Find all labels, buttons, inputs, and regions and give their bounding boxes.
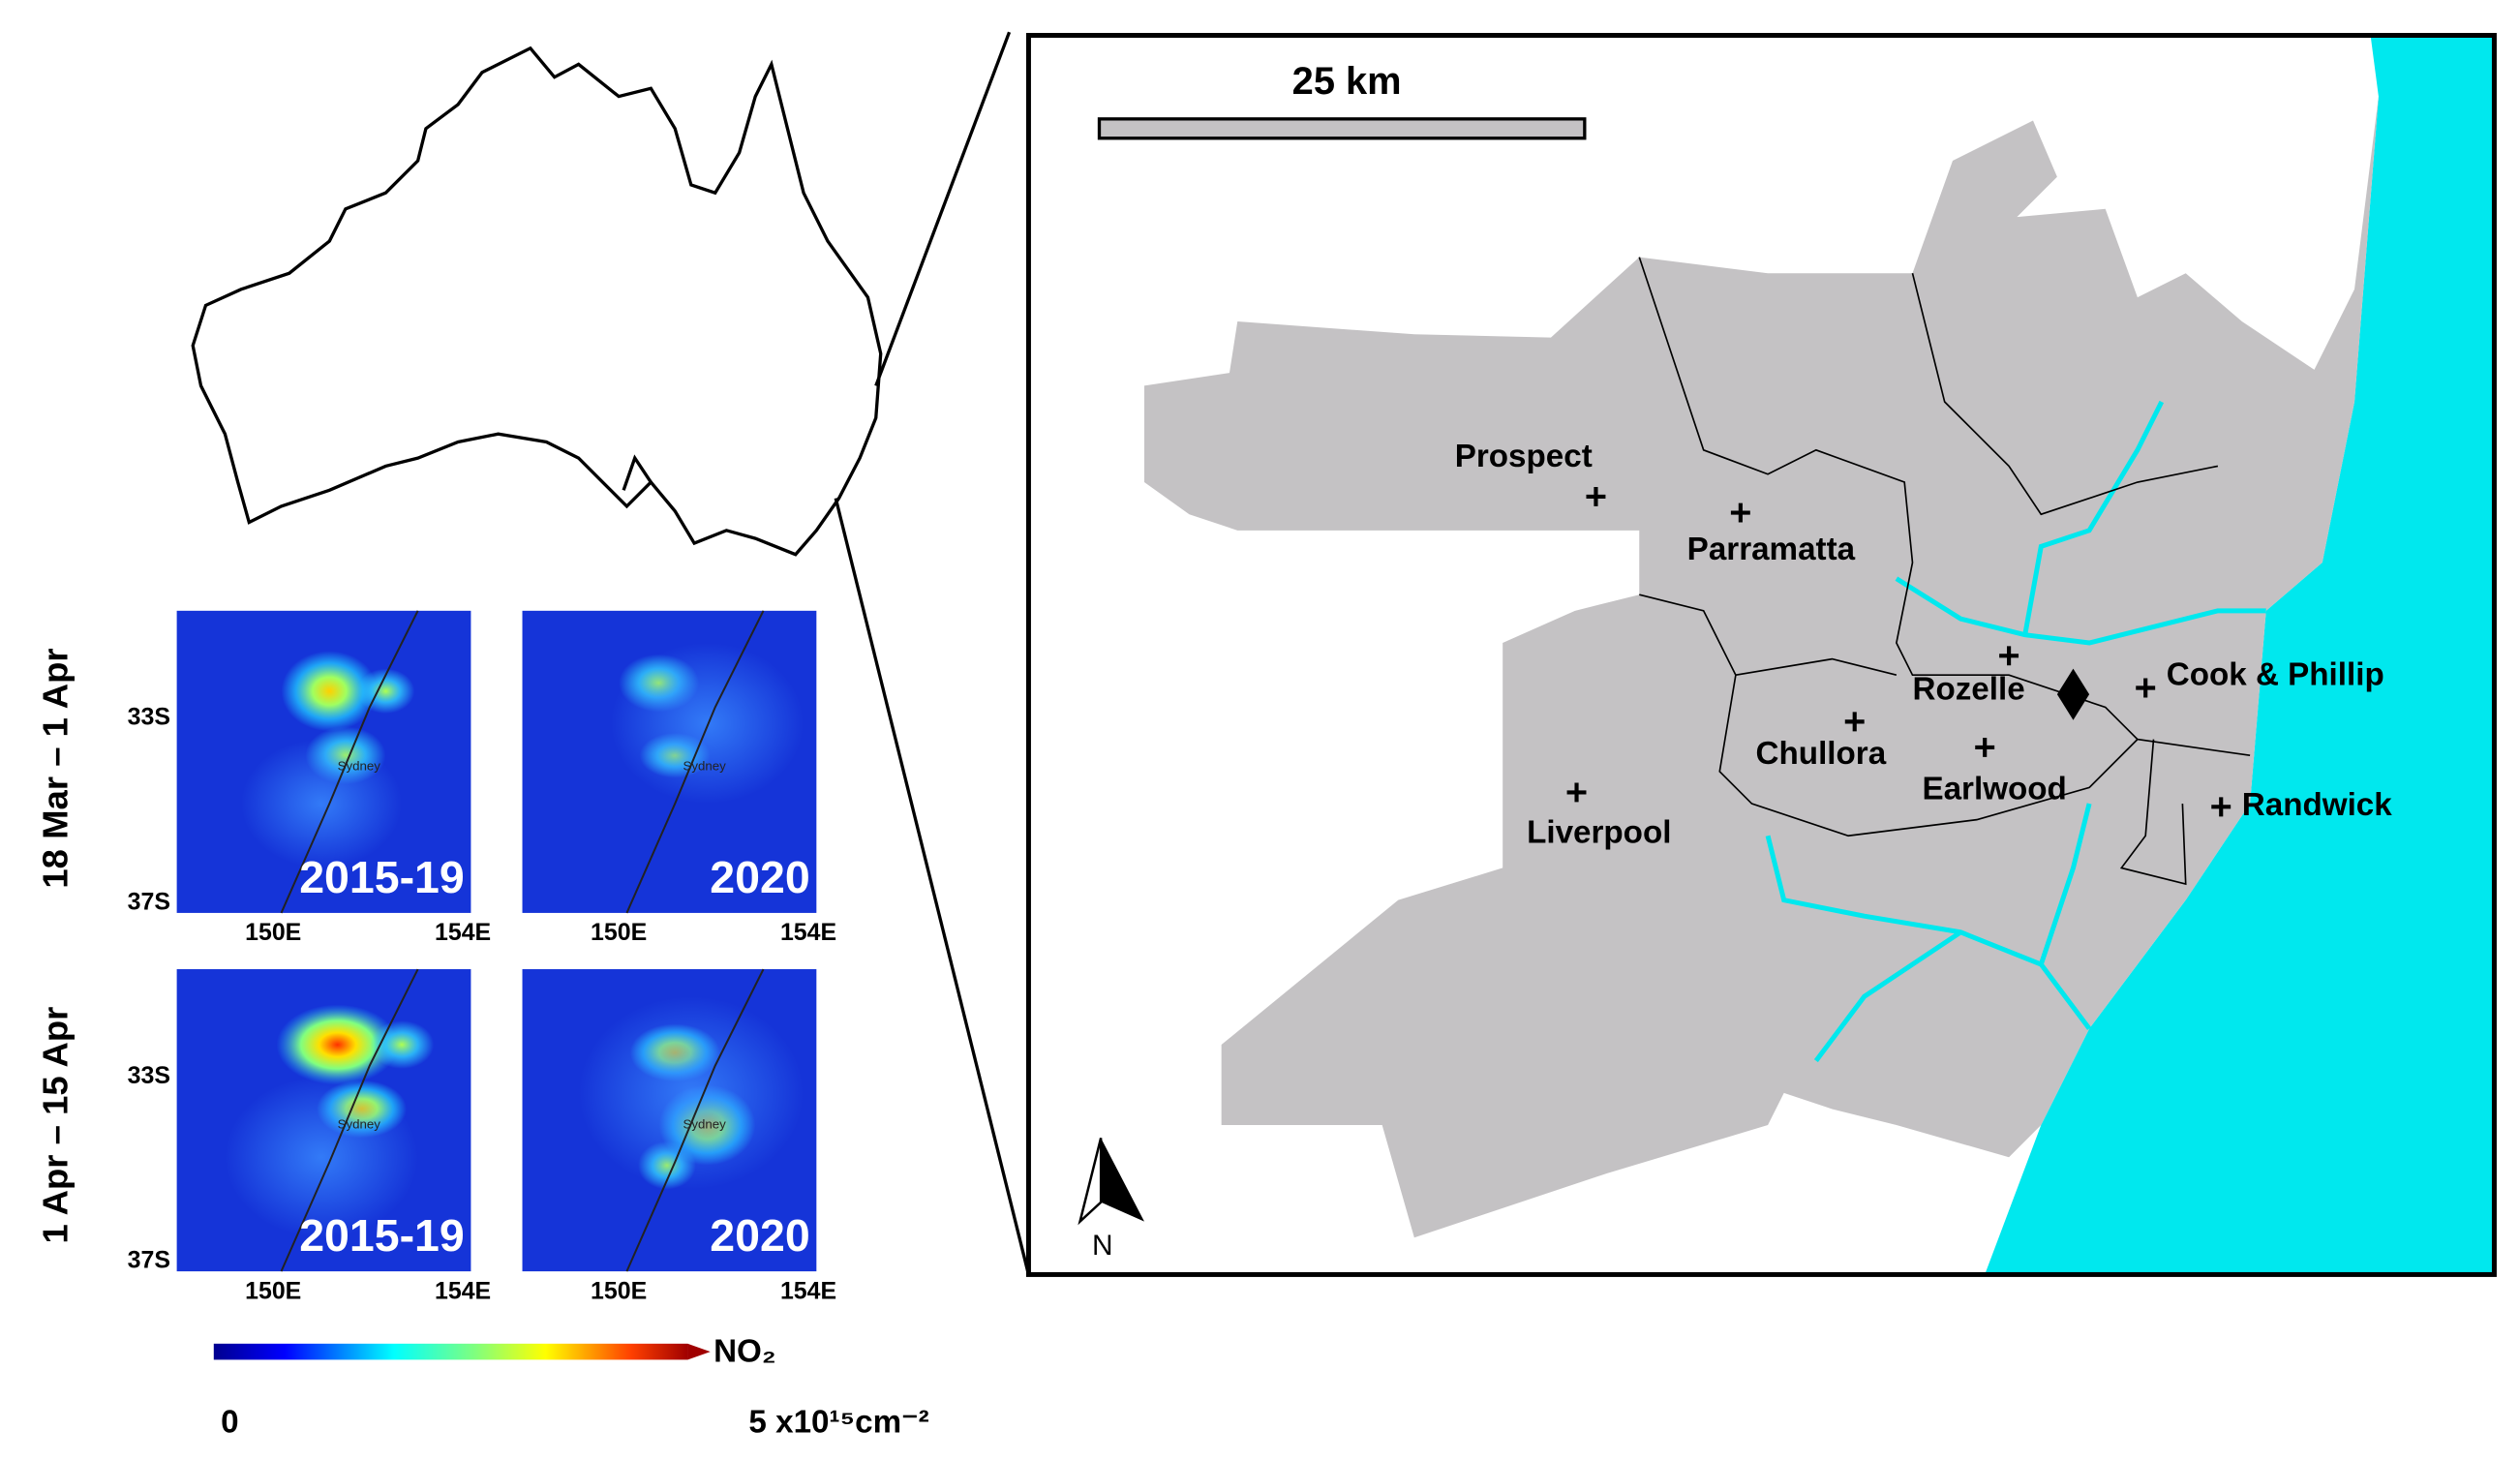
- site-label: Earlwood: [1922, 772, 2066, 807]
- site-label: Prospect: [1455, 439, 1593, 474]
- lat-tick: 33S: [128, 704, 170, 731]
- row-label: 18 Mar – 1 Apr: [35, 648, 75, 888]
- waterways: [1765, 400, 2266, 1063]
- zoom-line: [874, 31, 1012, 387]
- lat-tick: 33S: [128, 1062, 170, 1089]
- site-label: Cook & Phillip: [2167, 657, 2384, 693]
- lon-tick: 154E: [435, 919, 491, 946]
- lon-tick: 150E: [591, 919, 647, 946]
- no2-plume: [610, 643, 805, 805]
- north-arrow: [1101, 1138, 1144, 1222]
- no2-panel: Sydney 2015-19 150E 154E 33S 37S: [128, 968, 491, 1304]
- lon-tick: 154E: [780, 919, 836, 946]
- lon-tick: 150E: [245, 919, 301, 946]
- city-label: Sydney: [683, 758, 727, 773]
- city-label: Sydney: [338, 758, 381, 773]
- no2-panel: Sydney 2020 150E 154E: [522, 968, 836, 1304]
- tasmania-hint: [622, 454, 653, 491]
- no2-panel: Sydney 2020 150E 154E: [522, 610, 836, 946]
- colorbar-arrow: [687, 1343, 711, 1360]
- coastline: [280, 968, 419, 1272]
- coastline: [625, 968, 765, 1272]
- period-label: 2015-19: [299, 852, 465, 902]
- colorbar: [213, 1343, 688, 1360]
- period-label: 2020: [710, 852, 809, 902]
- zoom-line: [834, 498, 1031, 1275]
- lon-tick: 154E: [780, 1277, 836, 1304]
- site-label: Randwick: [2242, 787, 2392, 823]
- no2-panels: Sydney 2015-19 150E 154E 33S 37S Sydney 2020 150…: [128, 610, 836, 1304]
- no2-plume: [276, 1004, 399, 1085]
- australia-outline: [191, 46, 883, 557]
- colorbar-title: NO₂: [713, 1334, 776, 1370]
- site-label: Chullora: [1756, 736, 1887, 772]
- urban-area: [1143, 96, 2379, 1238]
- site-label: Parramatta: [1687, 532, 1856, 567]
- site-cross: [1730, 502, 1750, 523]
- no2-plume: [241, 739, 403, 868]
- site-cross: [2136, 678, 2156, 698]
- site-cross: [1586, 487, 1606, 506]
- scale-bar-label: 25 km: [1292, 60, 1402, 103]
- row-label: 1 Apr – 15 Apr: [35, 1007, 75, 1244]
- city-label: Sydney: [338, 1117, 381, 1132]
- north-label: N: [1092, 1230, 1113, 1262]
- no2-plume: [578, 996, 805, 1190]
- lon-tick: 150E: [591, 1277, 647, 1304]
- map-frame: [1025, 33, 2497, 1277]
- lon-tick: 154E: [435, 1277, 491, 1304]
- district-boundaries: [1638, 257, 2251, 886]
- site-cross: [2211, 797, 2232, 817]
- scale-bar: [1097, 117, 1587, 140]
- site-cross: [1999, 646, 2019, 666]
- coastline: [625, 610, 765, 914]
- site-cross: [1566, 782, 1587, 803]
- site-label: Liverpool: [1527, 814, 1671, 850]
- lon-tick: 150E: [245, 1277, 301, 1304]
- site-cross: [1975, 737, 1995, 757]
- no2-plume: [281, 651, 379, 732]
- period-label: 2020: [710, 1210, 809, 1261]
- coastline: [280, 610, 419, 914]
- lat-tick: 37S: [128, 1247, 170, 1274]
- sites: Prospect Parramatta Rozelle Chullora Earlwoo…: [1455, 439, 2393, 850]
- site-label: Rozelle: [1912, 672, 2024, 708]
- colorbar-max: 5 x10¹⁵cm⁻²: [748, 1405, 928, 1441]
- no2-panel: Sydney 2015-19 150E 154E 33S 37S: [128, 610, 491, 946]
- site-cross: [1844, 712, 1865, 732]
- colorbar-min: 0: [221, 1405, 238, 1441]
- lat-tick: 37S: [128, 889, 170, 916]
- period-label: 2015-19: [299, 1210, 465, 1261]
- city-label: Sydney: [683, 1117, 727, 1132]
- no2-plume: [225, 1077, 418, 1238]
- ocean: [1985, 35, 2495, 1275]
